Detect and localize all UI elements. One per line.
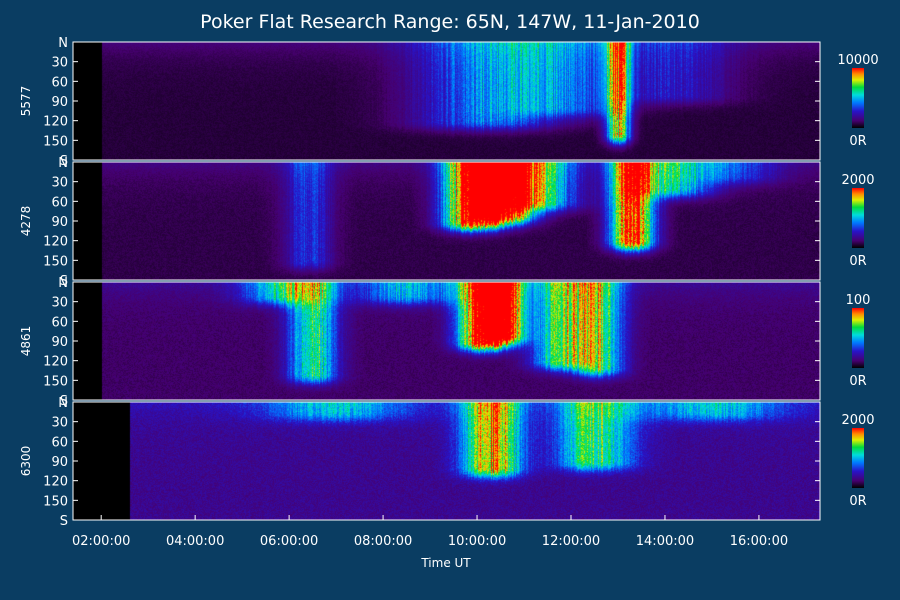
y-tick-label: 60 xyxy=(51,75,68,90)
heatmap-4861 xyxy=(73,282,820,400)
y-tick-label: 150 xyxy=(43,494,68,509)
y-tick-label: N xyxy=(58,36,68,51)
x-tick-label: 12:00:00 xyxy=(542,534,600,549)
colorbar xyxy=(852,308,864,368)
panel-4861: N 30 60 90 120 150 S 4861 100 0R xyxy=(19,276,870,409)
y-tick-label: S xyxy=(60,394,68,409)
y-tick-label: 120 xyxy=(43,235,68,250)
x-tick-label: 16:00:00 xyxy=(730,534,788,549)
colorbar xyxy=(852,68,864,128)
y-tick-label: N xyxy=(58,396,68,411)
x-tick-label: 04:00:00 xyxy=(166,534,224,549)
y-tick-label: 30 xyxy=(51,296,68,311)
colorbar-min-label: 0R xyxy=(849,134,866,149)
y-tick-label: 150 xyxy=(43,254,68,269)
y-tick-label: 30 xyxy=(51,56,68,71)
y-tick-label: S xyxy=(60,154,68,169)
y-tick-label: 150 xyxy=(43,134,68,149)
y-axis-label: 5577 xyxy=(19,86,33,117)
heatmap-4278 xyxy=(73,162,820,280)
y-axis-label: 4861 xyxy=(19,326,33,357)
y-tick-label: 90 xyxy=(51,215,68,230)
y-tick-label: 30 xyxy=(51,176,68,191)
x-axis: 02:00:00 04:00:00 06:00:00 08:00:00 10:00:00… xyxy=(72,515,788,549)
heatmap-6300 xyxy=(73,402,820,520)
y-tick-label: 90 xyxy=(51,95,68,110)
y-tick-label: 90 xyxy=(51,335,68,350)
x-tick-label: 08:00:00 xyxy=(354,534,412,549)
heatmap-5577 xyxy=(73,42,820,160)
panel-5577: N 30 60 90 120 150 S 5577 10000 0R xyxy=(19,36,879,169)
colorbar-max-label: 2000 xyxy=(841,173,874,188)
x-tick-label: 14:00:00 xyxy=(636,534,694,549)
panel-4278: N 30 60 90 120 150 S 4278 2000 0R xyxy=(19,156,875,289)
y-tick-label: 60 xyxy=(51,315,68,330)
colorbar xyxy=(852,188,864,248)
panel-6300: N 30 60 90 120 150 S 6300 2000 0R xyxy=(19,396,875,529)
y-tick-label: 30 xyxy=(51,416,68,431)
y-tick-label: 120 xyxy=(43,115,68,130)
colorbar-max-label: 100 xyxy=(846,293,871,308)
y-tick-label: 60 xyxy=(51,435,68,450)
y-tick-label: 60 xyxy=(51,195,68,210)
y-tick-label: S xyxy=(60,274,68,289)
x-tick-label: 06:00:00 xyxy=(260,534,318,549)
colorbar-min-label: 0R xyxy=(849,374,866,389)
colorbar-min-label: 0R xyxy=(849,254,866,269)
y-axis-label: 4278 xyxy=(19,206,33,237)
panels-group: N 30 60 90 120 150 S 5577 10000 0R N 30 60 90 120 150 S 4… xyxy=(19,36,879,529)
y-tick-label: N xyxy=(58,276,68,291)
x-tick-label: 10:00:00 xyxy=(448,534,506,549)
y-tick-label: S xyxy=(60,514,68,529)
colorbar-max-label: 10000 xyxy=(837,53,878,68)
colorbar-min-label: 0R xyxy=(849,494,866,509)
colorbar-max-label: 2000 xyxy=(841,413,874,428)
y-tick-label: 90 xyxy=(51,455,68,470)
y-tick-label: N xyxy=(58,156,68,171)
x-tick-label: 02:00:00 xyxy=(72,534,130,549)
y-tick-label: 120 xyxy=(43,355,68,370)
colorbar xyxy=(852,428,864,488)
y-axis-label: 6300 xyxy=(19,446,33,477)
chart-title: Poker Flat Research Range: 65N, 147W, 11… xyxy=(200,11,700,33)
y-tick-label: 120 xyxy=(43,475,68,490)
y-tick-label: 150 xyxy=(43,374,68,389)
x-axis-label: Time UT xyxy=(420,556,471,570)
